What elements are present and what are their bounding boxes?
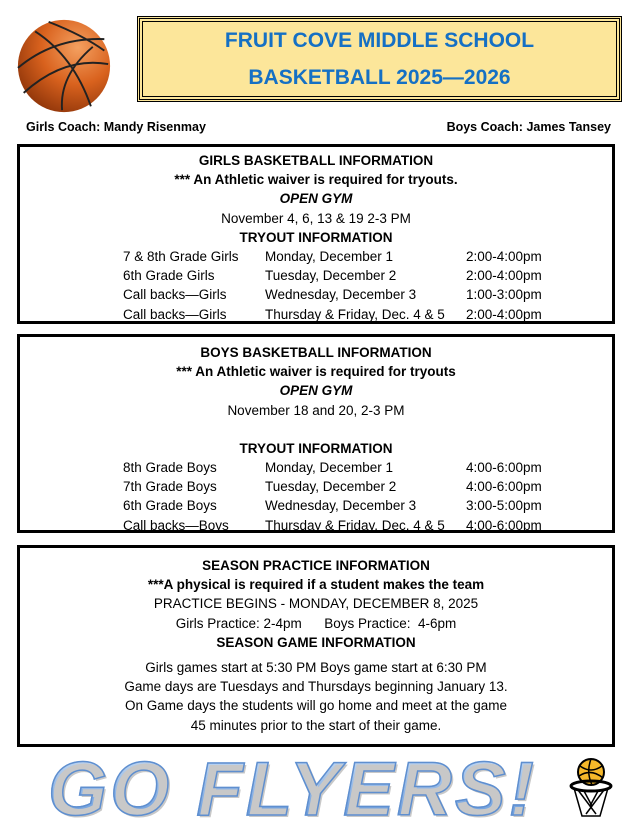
- game-line: On Game days the students will go home a…: [125, 698, 507, 714]
- boys-info-box: BOYS BASKETBALL INFORMATION *** An Athle…: [17, 334, 615, 533]
- tryout-row: 6th Grade Girls Tuesday, December 2 2:00-4…: [20, 266, 612, 285]
- game-line: Girls games start at 5:30 PM Boys game s…: [145, 660, 487, 676]
- tryout-group: Call backs—Girls: [123, 287, 227, 303]
- tryout-time: 1:00-3:00pm: [466, 287, 542, 303]
- tryout-group: Call backs—Boys: [123, 517, 229, 533]
- tryout-group: 6th Grade Boys: [123, 498, 217, 514]
- tryout-group: 7th Grade Boys: [123, 479, 217, 495]
- tryout-row: 7 & 8th Grade Girls Monday, December 1 2:0…: [20, 247, 612, 266]
- tryout-date: Tuesday, December 2: [265, 268, 397, 284]
- season-title: BASKETBALL 2025—2026: [248, 66, 511, 89]
- tryout-date: Monday, December 1: [265, 460, 394, 476]
- tryout-row: 7th Grade Boys Tuesday, December 2 4:00-6:…: [20, 477, 612, 496]
- tryout-time: 2:00-4:00pm: [466, 268, 542, 284]
- tryout-time: 4:00-6:00pm: [466, 517, 542, 533]
- tryout-time: 2:00-4:00pm: [466, 306, 542, 322]
- tryout-group: Call backs—Girls: [123, 306, 227, 322]
- tryout-time: 4:00-6:00pm: [466, 479, 542, 495]
- tryout-time: 3:00-5:00pm: [466, 498, 542, 514]
- tryout-time: 4:00-6:00pm: [466, 460, 542, 476]
- girls-info-box: GIRLS BASKETBALL INFORMATION *** An Athl…: [17, 144, 615, 324]
- season-heading: SEASON PRACTICE INFORMATION: [202, 558, 430, 573]
- school-name: FRUIT COVE MIDDLE SCHOOL: [224, 29, 535, 52]
- girls-heading: GIRLS BASKETBALL INFORMATION: [198, 153, 434, 168]
- tryout-date: Thursday & Friday, Dec. 4 & 5: [265, 306, 445, 322]
- go-flyers-slogan: GO FLYERS!: [47, 747, 537, 826]
- girls-open-gym-label: OPEN GYM: [279, 191, 353, 207]
- girls-coach: Girls Coach: Mandy Risenmay: [26, 120, 206, 134]
- tryout-row: 8th Grade Boys Monday, December 1 4:00-6:0…: [20, 458, 612, 477]
- tryout-time: 2:00-4:00pm: [466, 249, 542, 265]
- boys-open-gym-dates: November 18 and 20, 2-3 PM: [227, 402, 405, 418]
- practice-times: Girls Practice: 2-4pm Boys Practice: 4-6…: [175, 615, 457, 631]
- tryout-date: Tuesday, December 2: [265, 479, 397, 495]
- tryout-date: Wednesday, December 3: [265, 287, 417, 303]
- girls-waiver-note: *** An Athletic waiver is required for t…: [174, 172, 458, 188]
- boys-heading: BOYS BASKETBALL INFORMATION: [200, 345, 432, 360]
- girls-open-gym-dates: November 4, 6, 13 & 19 2-3 PM: [221, 210, 411, 226]
- boys-tryout-heading: TRYOUT INFORMATION: [239, 440, 393, 456]
- tryout-row: Call backs—Girls Thursday & Friday, Dec. …: [20, 305, 612, 324]
- title-banner: FRUIT COVE MIDDLE SCHOOL BASKETBALL 2025…: [137, 16, 622, 102]
- basketball-hoop-icon: [569, 758, 613, 817]
- girls-tryout-heading: TRYOUT INFORMATION: [239, 229, 393, 245]
- season-info-box: SEASON PRACTICE INFORMATION ***A physica…: [17, 545, 615, 747]
- tryout-row: Call backs—Boys Thursday & Friday, Dec. 4…: [20, 516, 612, 535]
- basketball-icon: [17, 19, 111, 113]
- tryout-group: 8th Grade Boys: [123, 460, 217, 476]
- tryout-date: Monday, December 1: [265, 249, 394, 265]
- physical-note: ***A physical is required if a student m…: [147, 577, 485, 593]
- tryout-date: Thursday & Friday, Dec. 4 & 5: [265, 517, 445, 533]
- tryout-date: Wednesday, December 3: [265, 498, 417, 514]
- boys-coach: Boys Coach: James Tansey: [446, 120, 611, 134]
- tryout-row: 6th Grade Boys Wednesday, December 3 3:00-…: [20, 496, 612, 515]
- tryout-row: Call backs—Girls Wednesday, December 3 1:0…: [20, 285, 612, 304]
- practice-begins: PRACTICE BEGINS - MONDAY, DECEMBER 8, 20…: [153, 596, 479, 612]
- tryout-group: 6th Grade Girls: [123, 268, 215, 284]
- game-line: Game days are Tuesdays and Thursdays beg…: [124, 679, 508, 695]
- boys-waiver-note: *** An Athletic waiver is required for t…: [176, 364, 456, 380]
- game-heading: SEASON GAME INFORMATION: [216, 634, 416, 650]
- tryout-group: 7 & 8th Grade Girls: [123, 249, 239, 265]
- boys-open-gym-label: OPEN GYM: [279, 383, 353, 399]
- game-line: 45 minutes prior to the start of their g…: [190, 717, 442, 733]
